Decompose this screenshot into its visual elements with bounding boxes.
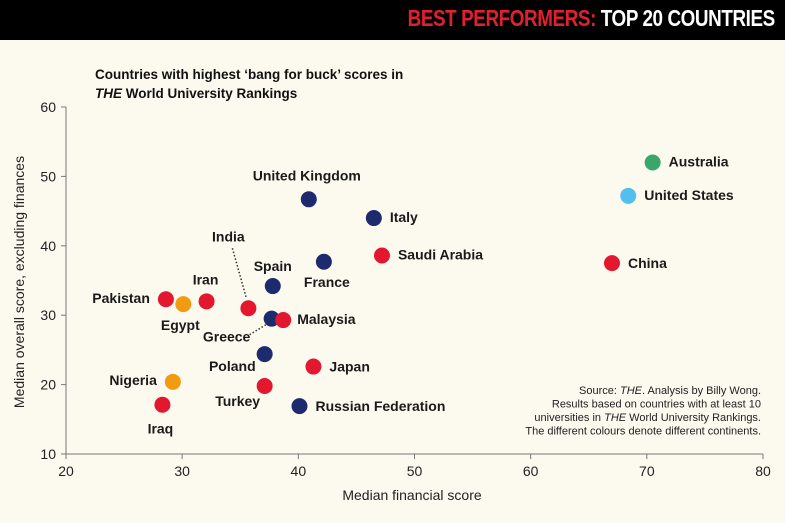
x-tick-label: 20 <box>58 463 74 479</box>
data-point-united-states <box>620 187 637 204</box>
x-tick-label: 40 <box>291 463 307 479</box>
data-label: Japan <box>329 359 369 375</box>
india-leader-line <box>231 248 248 299</box>
data-point-egypt <box>175 296 192 313</box>
data-point-france <box>315 253 332 270</box>
data-label: Italy <box>390 209 418 225</box>
data-label: Russian Federation <box>315 398 445 414</box>
header-bar: BEST PERFORMERS: TOP 20 COUNTRIES <box>0 0 785 40</box>
data-point-italy <box>365 210 382 227</box>
data-label: Pakistan <box>92 290 150 306</box>
data-point-iran <box>198 293 215 310</box>
y-tick-label: 10 <box>40 446 56 462</box>
data-label: United Kingdom <box>253 167 361 183</box>
note-text: universities in <box>534 412 604 424</box>
source-note-line: The different colours denote different c… <box>525 426 761 438</box>
data-label: Nigeria <box>109 372 157 388</box>
x-tick-label: 30 <box>174 463 190 479</box>
chart-title-line1: Countries with highest ‘bang for buck’ s… <box>95 67 403 82</box>
data-point-turkey <box>256 377 273 394</box>
y-tick-label: 30 <box>40 307 56 323</box>
data-point-pakistan <box>157 291 174 308</box>
data-point-greece <box>263 310 280 327</box>
data-point-malaysia <box>275 312 292 329</box>
data-label: China <box>628 255 667 271</box>
note-italic: THE <box>604 412 627 424</box>
y-tick-label: 50 <box>40 168 56 184</box>
header-title: BEST PERFORMERS: TOP 20 COUNTRIES <box>407 5 776 32</box>
header-highlight: BEST PERFORMERS: <box>407 5 597 31</box>
title-rest: World University Rankings <box>122 86 297 101</box>
data-label: United States <box>644 187 734 203</box>
data-label: Poland <box>209 358 256 374</box>
note-text: Results based on countries with at least… <box>552 399 761 411</box>
data-label: Turkey <box>215 393 260 409</box>
data-label: Iran <box>193 271 219 287</box>
note-italic: THE <box>620 385 643 397</box>
data-label: Egypt <box>161 317 200 333</box>
note-text: The different colours denote different c… <box>525 426 761 438</box>
y-tick-label: 20 <box>40 377 56 393</box>
source-note-line: Source: THE. Analysis by Billy Wong. <box>579 385 761 397</box>
title-italic: THE <box>95 86 123 101</box>
note-text: World University Rankings. <box>626 412 761 424</box>
data-point-nigeria <box>164 373 181 390</box>
y-axis-label: Median overall score, excluding finances <box>11 156 27 408</box>
data-point-australia <box>644 154 661 171</box>
data-label: Iraq <box>148 421 174 437</box>
data-point-saudi-arabia <box>373 247 390 264</box>
data-label: Greece <box>203 329 251 345</box>
data-point-united-kingdom <box>300 191 317 208</box>
data-label: Spain <box>254 258 292 274</box>
x-tick-label: 60 <box>523 463 539 479</box>
note-text: Source: <box>579 385 620 397</box>
data-point-iraq <box>154 396 171 413</box>
header-rest: TOP 20 COUNTRIES <box>596 5 775 31</box>
note-text: . Analysis by Billy Wong. <box>642 385 761 397</box>
data-label: France <box>304 274 350 290</box>
source-note-line: universities in THE World University Ran… <box>534 412 761 424</box>
x-tick-label: 70 <box>639 463 655 479</box>
x-tick-label: 80 <box>755 463 771 479</box>
x-axis-label: Median financial score <box>342 487 482 503</box>
data-label: Australia <box>669 154 729 170</box>
data-label: India <box>212 228 245 244</box>
data-label: Malaysia <box>297 311 356 327</box>
data-point-poland <box>256 346 273 363</box>
data-point-india <box>240 300 257 317</box>
data-point-russian-federation <box>291 398 308 415</box>
data-point-china <box>603 255 620 272</box>
y-tick-label: 60 <box>40 99 56 115</box>
y-tick-label: 40 <box>40 238 56 254</box>
source-note-line: Results based on countries with at least… <box>552 399 761 411</box>
x-tick-label: 50 <box>407 463 423 479</box>
data-point-japan <box>305 358 322 375</box>
data-label: Saudi Arabia <box>398 247 483 263</box>
chart-title-line2: THE World University Rankings <box>95 86 297 101</box>
data-point-spain <box>264 278 281 295</box>
greece-leader-line <box>249 323 269 336</box>
